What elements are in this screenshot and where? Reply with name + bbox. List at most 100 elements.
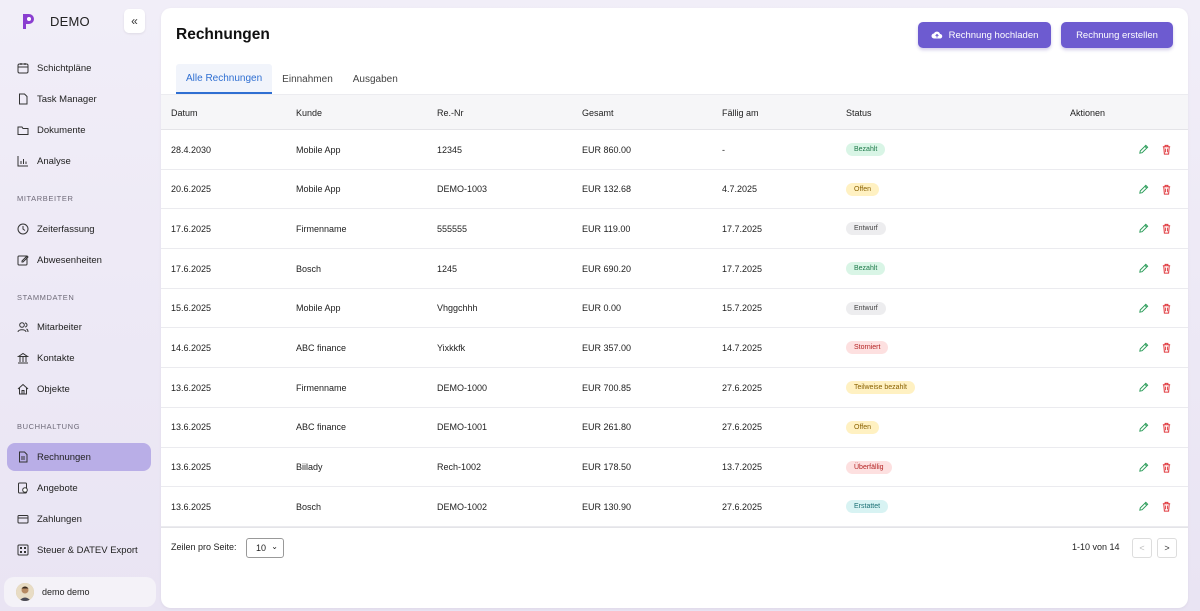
sidebar-item-angebote[interactable]: Angebote xyxy=(7,474,151,502)
user-menu[interactable]: demo demo xyxy=(4,577,156,607)
trash-icon[interactable] xyxy=(1161,263,1172,274)
cell-faellig-am: 14.7.2025 xyxy=(722,342,763,353)
edit-pencil-icon[interactable] xyxy=(1138,263,1149,274)
sidebar-item-schichtplaene[interactable]: Schichtpläne xyxy=(7,54,151,82)
next-page-button[interactable]: > xyxy=(1157,538,1177,558)
row-actions xyxy=(1138,289,1172,328)
table-row[interactable]: 17.6.2025 Bosch 1245 EUR 690.20 17.7.2025 Bez… xyxy=(161,249,1188,289)
cell-gesamt: EUR 119.00 xyxy=(582,223,631,234)
column-header-gesamt[interactable]: Gesamt xyxy=(582,108,614,118)
cell-kunde: ABC finance xyxy=(296,342,347,353)
sidebar-item-label: Zeiterfassung xyxy=(37,223,95,235)
trash-icon[interactable] xyxy=(1161,184,1172,195)
cell-datum: 13.6.2025 xyxy=(171,422,212,433)
sidebar-item-analyse[interactable]: Analyse xyxy=(7,147,151,175)
cell-re-nr: DEMO-1002 xyxy=(437,501,488,512)
table-row[interactable]: 14.6.2025 ABC finance Yixkkfk EUR 357.00 14.… xyxy=(161,328,1188,369)
edit-pencil-icon[interactable] xyxy=(1138,342,1149,353)
edit-pencil-icon[interactable] xyxy=(1138,184,1149,195)
brand[interactable]: DEMO xyxy=(18,11,90,31)
upload-invoice-button[interactable]: Rechnung hochladen xyxy=(918,22,1051,48)
export-icon xyxy=(17,544,29,556)
table-row[interactable]: 13.6.2025 Bosch DEMO-1002 EUR 130.90 27.6.20… xyxy=(161,487,1188,527)
sidebar-item-zahlungen[interactable]: Zahlungen xyxy=(7,505,151,533)
cloud-upload-icon xyxy=(931,31,942,39)
status-badge: Entwurf xyxy=(846,301,886,315)
sidebar-item-label: Schichtpläne xyxy=(37,62,92,74)
trash-icon[interactable] xyxy=(1161,303,1172,314)
trash-icon[interactable] xyxy=(1161,144,1172,155)
table-row[interactable]: 17.6.2025 Firmenname 555555 EUR 119.00 17.7.… xyxy=(161,209,1188,250)
column-header-datum[interactable]: Datum xyxy=(171,108,198,118)
status-badge: Storniert xyxy=(846,341,889,355)
brand-name: DEMO xyxy=(50,13,90,29)
trash-icon[interactable] xyxy=(1161,342,1172,354)
tab-bar: Alle Rechnungen Einnahmen Ausgaben xyxy=(176,64,408,94)
upload-invoice-label: Rechnung hochladen xyxy=(948,29,1039,41)
edit-pencil-icon[interactable] xyxy=(1138,223,1149,234)
cell-datum: 17.6.2025 xyxy=(171,223,212,234)
edit-pencil-icon[interactable] xyxy=(1138,303,1149,314)
table-row[interactable]: 15.6.2025 Mobile App Vhggchhh EUR 0.00 15.7.… xyxy=(161,289,1188,329)
trash-icon[interactable] xyxy=(1161,223,1172,234)
sidebar-item-steuer-datev-export[interactable]: Steuer & DATEV Export xyxy=(7,536,151,564)
tab-einnahmen[interactable]: Einnahmen xyxy=(282,73,333,85)
tab-alle-rechnungen[interactable]: Alle Rechnungen xyxy=(176,64,273,94)
column-header-re-nr[interactable]: Re.-Nr xyxy=(437,108,464,118)
cell-datum: 14.6.2025 xyxy=(171,342,212,353)
sidebar-item-zeiterfassung[interactable]: Zeiterfassung xyxy=(7,215,151,243)
sidebar-item-label: Abwesenheiten xyxy=(37,254,102,266)
trash-icon[interactable] xyxy=(1161,462,1172,473)
users-icon xyxy=(17,322,29,333)
invoice-icon xyxy=(19,451,28,463)
trash-icon[interactable] xyxy=(1161,501,1172,512)
sidebar-item-task-manager[interactable]: Task Manager xyxy=(7,85,151,113)
table-row[interactable]: 13.6.2025 Firmenname DEMO-1000 EUR 700.85 27… xyxy=(161,368,1188,408)
trash-icon[interactable] xyxy=(1161,382,1172,393)
cell-gesamt: EUR 132.68 xyxy=(582,184,632,195)
user-name: demo demo xyxy=(42,587,90,597)
table-header: Datum Kunde Re.-Nr Gesamt Fällig am Stat… xyxy=(161,94,1188,130)
sidebar-item-mitarbeiter[interactable]: Mitarbeiter xyxy=(7,313,151,341)
cell-gesamt: EUR 860.00 xyxy=(582,144,632,155)
sidebar-item-kontakte[interactable]: Kontakte xyxy=(7,344,151,372)
cell-faellig-am: 27.6.2025 xyxy=(722,422,763,433)
column-header-status[interactable]: Status xyxy=(846,108,872,118)
edit-pencil-icon[interactable] xyxy=(1138,422,1149,433)
table-row[interactable]: 20.6.2025 Mobile App DEMO-1003 EUR 132.68 4.… xyxy=(161,170,1188,210)
sidebar-item-abwesenheiten[interactable]: Abwesenheiten xyxy=(7,246,151,274)
sidebar-item-label: Angebote xyxy=(37,482,78,494)
cell-kunde: Firmenname xyxy=(296,223,347,234)
table-row[interactable]: 28.4.2030 Mobile App 12345 EUR 860.00 - Bezah… xyxy=(161,130,1188,170)
sidebar-item-objekte[interactable]: Objekte xyxy=(7,375,151,403)
status-badge: Entwurf xyxy=(846,222,886,236)
sidebar-item-dokumente[interactable]: Dokumente xyxy=(7,116,151,144)
p-logo-icon xyxy=(23,14,34,29)
previous-page-button[interactable]: < xyxy=(1132,538,1152,558)
edit-pencil-icon[interactable] xyxy=(1138,462,1149,473)
create-invoice-button[interactable]: Rechnung erstellen xyxy=(1061,22,1173,48)
row-actions xyxy=(1138,408,1172,447)
cell-re-nr: DEMO-1001 xyxy=(437,422,488,433)
edit-pencil-icon[interactable] xyxy=(1138,501,1149,512)
edit-pencil-icon[interactable] xyxy=(1138,382,1149,393)
table-row[interactable]: 13.6.2025 ABC finance DEMO-1001 EUR 261.80 2… xyxy=(161,408,1188,448)
cell-status: Bezahlt xyxy=(846,130,886,169)
table-row[interactable]: 13.6.2025 Biilady Rech-1002 EUR 178.50 13.7.… xyxy=(161,448,1188,488)
sidebar-item-label: Zahlungen xyxy=(37,513,82,525)
tab-ausgaben[interactable]: Ausgaben xyxy=(352,73,398,85)
collapse-sidebar-button[interactable]: « xyxy=(124,9,145,33)
cell-faellig-am: 17.7.2025 xyxy=(722,223,763,234)
rows-per-page-select[interactable]: 10 ⌄ xyxy=(246,538,284,558)
chart-icon xyxy=(17,156,28,167)
cell-datum: 20.6.2025 xyxy=(171,184,212,195)
sidebar-item-rechnungen[interactable]: Rechnungen xyxy=(7,443,151,471)
column-header-kunde[interactable]: Kunde xyxy=(296,108,323,118)
row-actions xyxy=(1138,249,1172,288)
rows-per-page-value: 10 xyxy=(256,543,267,553)
status-badge: Bezahlt xyxy=(846,262,886,276)
edit-pencil-icon[interactable] xyxy=(1138,144,1149,155)
section-heading-mitarbeiter: MITARBEITER xyxy=(17,194,74,203)
trash-icon[interactable] xyxy=(1161,422,1172,433)
column-header-faellig-am[interactable]: Fällig am xyxy=(722,108,759,118)
